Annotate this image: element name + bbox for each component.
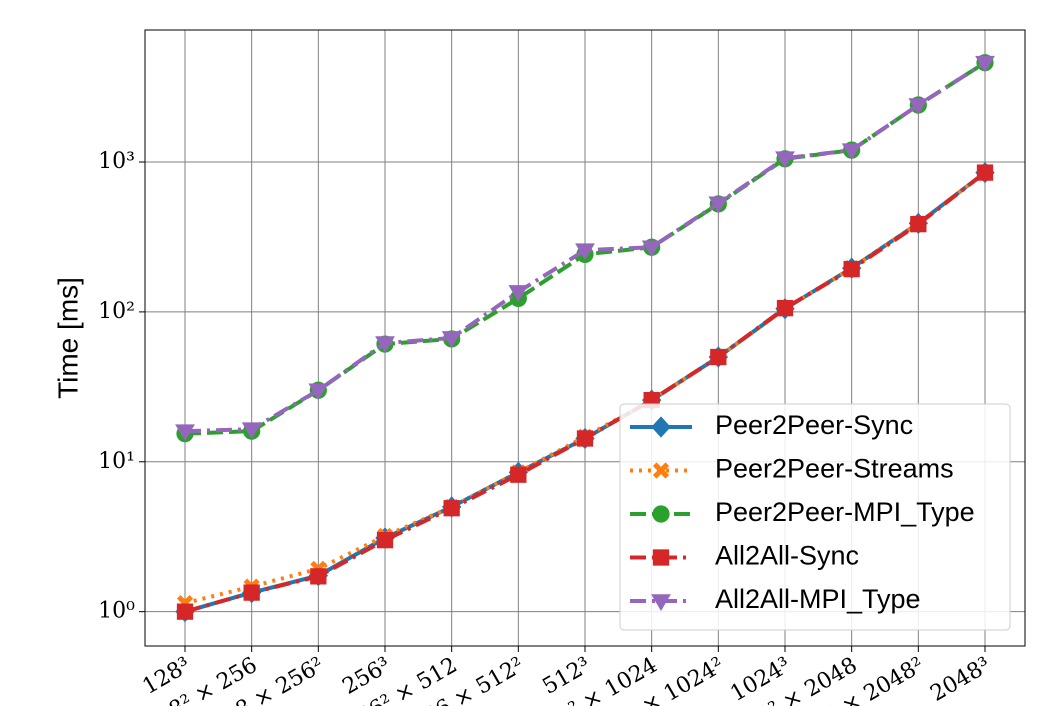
legend-label: Peer2Peer-MPI_Type — [715, 497, 975, 527]
marker — [976, 164, 994, 181]
series — [176, 164, 994, 620]
marker — [376, 531, 394, 549]
legend-box — [619, 403, 1011, 631]
marker — [243, 584, 260, 601]
marker — [908, 98, 929, 116]
legend-label: All2All-Sync — [715, 541, 859, 571]
marker — [175, 424, 195, 442]
marker — [510, 466, 527, 483]
marker — [710, 348, 727, 366]
marker — [443, 500, 460, 517]
marker — [652, 505, 670, 523]
marker — [843, 260, 860, 278]
plot-frame — [144, 29, 1026, 647]
marker — [375, 336, 395, 353]
marker — [652, 549, 670, 566]
marker — [708, 196, 729, 214]
marker — [441, 331, 462, 348]
marker — [651, 416, 671, 438]
y-tick-label: 10³ — [98, 149, 135, 174]
marker — [576, 430, 594, 447]
marker — [651, 594, 671, 611]
marker — [841, 143, 862, 161]
marker — [776, 299, 794, 317]
marker — [575, 243, 595, 261]
marker — [652, 462, 670, 479]
marker — [975, 55, 995, 73]
y-axis-label: Time [ms] — [52, 277, 83, 399]
legend-label: Peer2Peer-Streams — [715, 454, 954, 484]
legend: Peer2Peer-Sync Peer2Peer-Streams Peer2Peer… — [619, 403, 1011, 631]
y-tick-label: 10¹ — [98, 449, 135, 474]
y-tick-label: 10² — [98, 299, 135, 324]
y-tick-label: 10⁰ — [98, 599, 135, 624]
marker — [775, 151, 795, 169]
series — [175, 55, 995, 442]
marker — [310, 568, 327, 585]
marker — [241, 422, 262, 440]
legend-label: Peer2Peer-Sync — [715, 410, 913, 440]
marker — [308, 383, 329, 401]
marker — [508, 285, 529, 302]
legend-label: All2All-MPI_Type — [715, 584, 921, 614]
marker — [641, 240, 662, 258]
marker — [176, 603, 194, 620]
marker — [910, 215, 927, 233]
